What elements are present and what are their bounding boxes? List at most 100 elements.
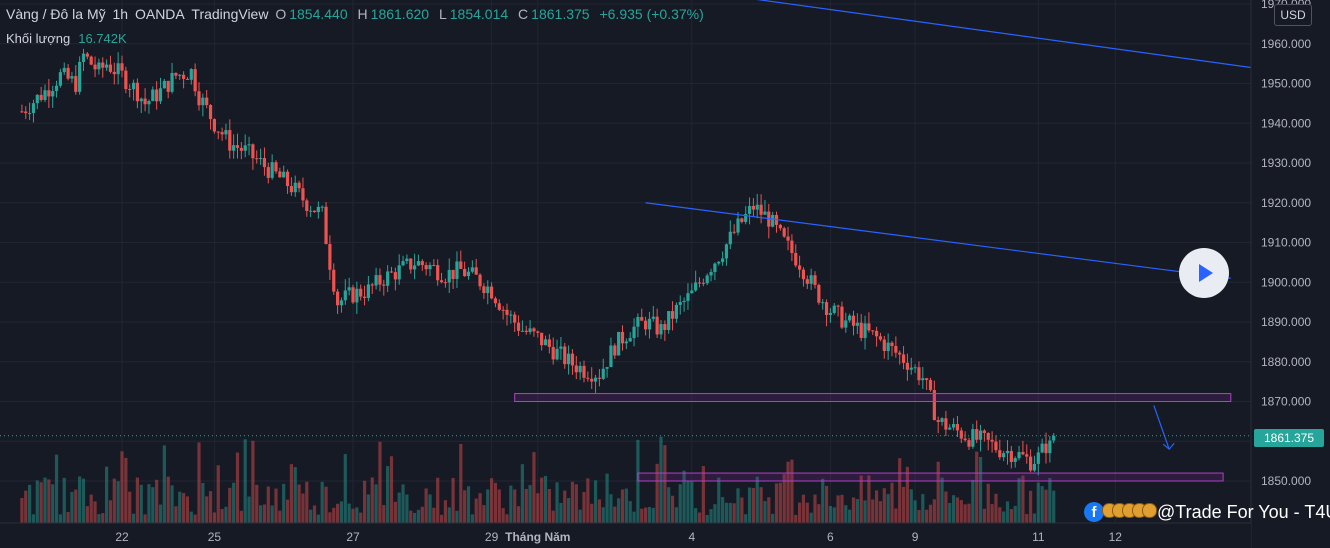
volume-bar (1052, 490, 1056, 523)
currency-button[interactable]: USD (1274, 4, 1312, 26)
candle (655, 316, 659, 335)
trendline[interactable] (645, 202, 1231, 279)
candle (451, 269, 455, 279)
volume-bar (474, 498, 478, 523)
volume-bar (328, 512, 332, 523)
volume-bar (374, 484, 378, 523)
price-tick-label: 1850.000 (1261, 474, 1311, 488)
volume-bar (524, 488, 528, 523)
volume-bar (359, 512, 363, 523)
volume-bar (235, 452, 240, 523)
volume-bar (347, 503, 351, 523)
volume-bar (948, 502, 952, 523)
candle (978, 430, 983, 440)
candle (801, 269, 806, 280)
volume-bar (713, 504, 717, 523)
forecast-arrow[interactable] (1153, 405, 1170, 450)
volume-label[interactable]: Khối lượng (6, 31, 71, 46)
volume-bar (817, 504, 821, 523)
volume-bar (197, 442, 201, 523)
symbol-name[interactable]: Vàng / Đô la Mỹ (6, 6, 106, 22)
candle (374, 275, 378, 286)
volume-bar (774, 483, 779, 523)
volume-bar (863, 500, 867, 523)
time-axis[interactable] (0, 523, 1251, 548)
volume-bar (878, 501, 883, 523)
candle (578, 365, 582, 373)
candle (647, 318, 652, 330)
candle (486, 286, 490, 294)
volume-bar (967, 503, 971, 523)
volume-bar (378, 441, 382, 523)
candle (628, 338, 632, 342)
volume-bar (301, 493, 305, 523)
candle (832, 305, 836, 313)
candle (101, 62, 105, 68)
candle (255, 158, 259, 160)
volume-bar (767, 497, 771, 523)
time-tick-label: 12 (1109, 530, 1123, 544)
candle (617, 331, 621, 356)
high-value: 1861.620 (370, 6, 430, 22)
candle (875, 330, 879, 337)
volume-bar (382, 505, 386, 523)
candle (270, 162, 274, 178)
volume-bar (620, 489, 625, 523)
volume-bar (717, 477, 721, 523)
volume-bar (509, 485, 513, 523)
candle (155, 89, 159, 102)
price-tick-label: 1950.000 (1261, 77, 1311, 91)
volume-bar (936, 461, 940, 523)
candle (909, 367, 913, 370)
candle (878, 336, 883, 340)
candle (193, 69, 197, 92)
volume-bar (644, 507, 648, 523)
price-tick-label: 1940.000 (1261, 116, 1311, 130)
volume-bar (921, 494, 925, 523)
candle (389, 271, 394, 273)
support-zone[interactable] (637, 472, 1224, 482)
price-axis[interactable] (1251, 0, 1330, 548)
candle (1029, 456, 1033, 471)
volume-bar (58, 514, 62, 523)
volume-bar (574, 484, 578, 523)
candle (282, 171, 286, 178)
candle (436, 265, 440, 281)
candle (1021, 452, 1025, 455)
volume-bar (690, 481, 694, 523)
volume-bar (401, 484, 405, 523)
volume-bar (409, 510, 413, 523)
interval-label[interactable]: 1h (112, 6, 129, 22)
volume-bar (105, 466, 109, 523)
volume-bar (578, 509, 582, 523)
candle (975, 429, 979, 440)
candle (31, 103, 36, 114)
candle (397, 265, 401, 280)
candle (928, 380, 933, 391)
candle (43, 90, 47, 101)
candle (370, 284, 374, 286)
candle (563, 346, 567, 365)
replay-play-button[interactable] (1179, 248, 1229, 298)
volume-bar (243, 439, 247, 523)
candle (728, 231, 732, 245)
candle (740, 218, 744, 222)
volume-bar (597, 499, 601, 523)
candle (1032, 463, 1037, 471)
volume-bar (590, 503, 594, 523)
trendline[interactable] (646, 0, 1330, 80)
volume-bar (174, 506, 178, 523)
support-zone[interactable] (514, 393, 1232, 402)
volume-bar (470, 514, 474, 523)
volume-bar (47, 479, 51, 523)
volume-bar (54, 454, 59, 523)
volume-bar (1017, 478, 1021, 523)
volume-bar (262, 504, 267, 523)
candle (378, 275, 382, 285)
candle (124, 70, 128, 89)
candle (543, 339, 548, 346)
candle (293, 182, 297, 193)
volume-bar (1048, 478, 1052, 523)
candle (520, 330, 524, 332)
